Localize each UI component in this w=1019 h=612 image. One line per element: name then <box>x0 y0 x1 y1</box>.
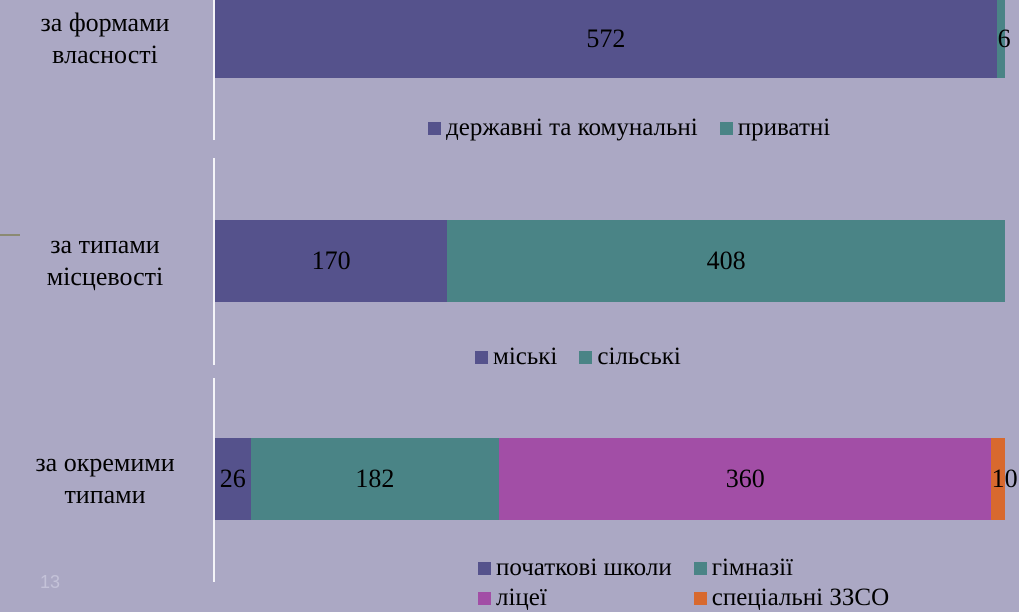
legend-swatch <box>478 561 491 575</box>
legend-swatch <box>579 350 593 364</box>
axis-line <box>213 158 215 365</box>
legend-item: приватні <box>719 113 831 143</box>
axis-line <box>213 378 215 582</box>
legend-item: сільські <box>579 342 681 372</box>
bar-segment: 170 <box>215 220 448 302</box>
decoration <box>0 234 20 236</box>
bar-segment: 26 <box>215 438 251 520</box>
data-label: 360 <box>725 464 765 493</box>
legend-item: міські <box>475 342 557 372</box>
data-label: 408 <box>706 246 746 275</box>
legend-item: державні та комунальні <box>428 113 698 143</box>
legend-item: початкові школи <box>478 553 672 583</box>
legend-label: міські <box>493 343 558 370</box>
legend-label: гімназії <box>711 554 793 581</box>
data-label: 170 <box>311 246 351 275</box>
data-label: 572 <box>586 24 626 53</box>
bar-segment: 10 <box>991 438 1018 520</box>
legend-label: приватні <box>737 114 831 141</box>
data-label: 10 <box>991 464 1018 493</box>
legend-label: державні та комунальні <box>446 114 698 141</box>
legend-label: спеціальні ЗЗСО <box>711 584 890 611</box>
legend-swatch <box>693 561 707 575</box>
legend-item: ліцеї <box>478 583 672 612</box>
legend-item: гімназії <box>693 553 889 583</box>
bar-segment: 408 <box>447 220 1005 302</box>
page-number: 13 <box>40 572 61 592</box>
legend-swatch <box>478 591 491 605</box>
bar-segment: 360 <box>499 438 992 520</box>
data-label: 26 <box>219 464 246 493</box>
axis-line <box>213 0 215 140</box>
legend-swatch <box>428 121 441 135</box>
legend: державні та комунальні приватні <box>428 113 830 143</box>
legend-label: сільські <box>597 343 681 370</box>
bar-segment: 6 <box>996 0 1011 78</box>
data-label: 6 <box>997 24 1011 53</box>
bar-segment: 182 <box>250 438 500 520</box>
data-label: 182 <box>355 464 395 493</box>
legend-swatch <box>719 121 733 135</box>
legend-item: спеціальні ЗЗСО <box>693 583 890 612</box>
category-label: за формами власності <box>40 8 170 69</box>
legend: початкові школи гімназії ліцеї спеціальні З… <box>478 553 889 612</box>
bar-segment: 572 <box>215 0 997 78</box>
legend-swatch <box>693 591 707 605</box>
legend-swatch <box>475 350 488 364</box>
legend: міські сільські <box>475 342 681 372</box>
category-label: за окремими типами <box>35 448 175 509</box>
legend-label: початкові школи <box>496 554 672 581</box>
legend-label: ліцеї <box>496 584 547 611</box>
category-label: за типами місцевості <box>46 230 164 291</box>
